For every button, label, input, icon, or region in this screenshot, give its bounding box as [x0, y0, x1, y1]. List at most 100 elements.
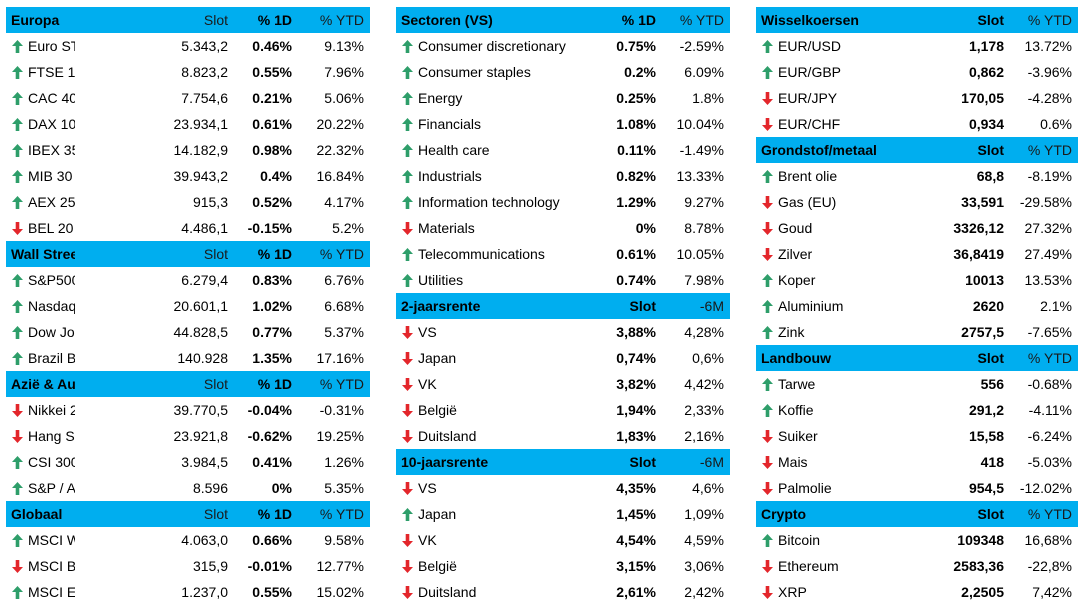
table-row: Zilver 36,8419 27.49%: [756, 241, 1078, 267]
row-label: België: [418, 558, 457, 574]
table-row: FTSE 100 8.823,2 0.55% 7.96%: [6, 59, 370, 85]
row-label: Health care: [418, 142, 490, 158]
value-change: -8.19%: [1027, 168, 1072, 184]
section-header: Crypto Slot % YTD: [756, 501, 1078, 527]
row-label: EUR/USD: [778, 38, 842, 54]
table-row: Gas (EU) 33,591 -29.58%: [756, 189, 1078, 215]
section-title: Crypto: [761, 506, 807, 522]
value-change: 17.16%: [316, 350, 364, 366]
arrow-down-icon: [6, 429, 28, 443]
arrow-up-icon: [396, 91, 418, 105]
value-main: 1.35%: [252, 350, 292, 366]
value-main: -0.01%: [247, 558, 292, 574]
arrow-down-icon: [756, 247, 778, 261]
arrow-up-icon: [396, 117, 418, 131]
column-header: Slot: [203, 12, 228, 28]
arrow-up-icon: [6, 455, 28, 469]
table-row: Suiker 15,58 -6.24%: [756, 423, 1078, 449]
row-label: Suiker: [778, 428, 818, 444]
value-main: 556: [980, 376, 1004, 392]
value-main: 2583,36: [953, 558, 1004, 574]
section-title: Landbouw: [761, 350, 831, 366]
row-label: België: [418, 402, 457, 418]
value-main: 0%: [635, 220, 656, 236]
value-slot: 915,3: [192, 194, 228, 210]
table-row: Goud 3326,12 27.32%: [756, 215, 1078, 241]
arrow-up-icon: [6, 533, 28, 547]
arrow-up-icon: [6, 65, 28, 79]
value-change: -7.65%: [1027, 324, 1072, 340]
value-change: -4.11%: [1028, 402, 1072, 418]
arrow-up-icon: [756, 533, 778, 547]
row-label: Koper: [778, 272, 816, 288]
value-change: 2,42%: [684, 584, 724, 600]
arrow-down-icon: [396, 481, 418, 495]
value-change: 1.8%: [692, 90, 724, 106]
column-header: Slot: [977, 506, 1004, 522]
table-row: CAC 40 7.754,6 0.21% 5.06%: [6, 85, 370, 111]
section-header: 10-jaarsrente Slot -6M: [396, 449, 730, 475]
table-row: Ethereum 2583,36 -22,8%: [756, 553, 1078, 579]
value-main: 15,58: [968, 428, 1004, 444]
table-row: Hang Seng 23.921,8 -0.62% 19.25%: [6, 423, 370, 449]
value-change: -12.02%: [1019, 480, 1072, 496]
table-row: S&P500 6.279,4 0.83% 6.76%: [6, 267, 370, 293]
arrow-down-icon: [756, 559, 778, 573]
value-change: 4,42%: [684, 376, 724, 392]
section-title: Europa: [11, 12, 60, 28]
value-main: 3,88%: [616, 324, 656, 340]
row-label: Ethereum: [778, 558, 839, 574]
value-change: 4.17%: [324, 194, 364, 210]
section-title: 2-jaarsrente: [401, 298, 481, 314]
column-header: -6M: [699, 454, 724, 470]
value-main: 2757,5: [961, 324, 1004, 340]
table-row: België 3,15% 3,06%: [396, 553, 730, 579]
value-main: 0,74%: [616, 350, 656, 366]
panel-sectors-rates: Sectoren (VS) % 1D % YTD Consumer discretio…: [396, 7, 730, 605]
value-main: 0.82%: [616, 168, 656, 184]
value-main: 0,862: [968, 64, 1004, 80]
arrow-down-icon: [396, 351, 418, 365]
row-label: CSI 300: [28, 454, 75, 470]
column-header: Slot: [977, 12, 1004, 28]
value-change: -5.03%: [1027, 454, 1072, 470]
value-change: 27.32%: [1024, 220, 1072, 236]
value-change: 8.78%: [684, 220, 724, 236]
arrow-up-icon: [6, 143, 28, 157]
value-change: -1.49%: [679, 142, 724, 158]
arrow-up-icon: [6, 169, 28, 183]
value-main: 0.55%: [252, 64, 292, 80]
column-header: % 1D: [257, 12, 292, 28]
panel-indices: Europa Slot % 1D % YTD Euro STOXX 50 5.343,2 0…: [6, 7, 370, 605]
section-header: Wall Street Slot % 1D % YTD: [6, 241, 370, 267]
column-header: % 1D: [257, 376, 292, 392]
value-change: 2.1%: [1040, 298, 1072, 314]
row-label: Aluminium: [778, 298, 844, 314]
section-globaal: Globaal Slot % 1D % YTD MSCI World 4.063,0 0.6…: [6, 501, 370, 605]
value-slot: 23.934,1: [173, 116, 229, 132]
value-change: 12.77%: [316, 558, 364, 574]
section-crypto: Crypto Slot % YTD Bitcoin 109348 16,68% Ethere…: [756, 501, 1078, 605]
table-row: EUR/USD 1,178 13.72%: [756, 33, 1078, 59]
value-main: 2620: [972, 298, 1004, 314]
value-main: 109348: [957, 532, 1004, 548]
table-row: Information technology 1.29% 9.27%: [396, 189, 730, 215]
row-label: Duitsland: [418, 584, 477, 600]
value-change: 20.22%: [316, 116, 364, 132]
value-main: 33,591: [961, 194, 1004, 210]
row-label: Goud: [778, 220, 813, 236]
value-change: 7.98%: [684, 272, 724, 288]
table-row: Dow Jones 44.828,5 0.77% 5.37%: [6, 319, 370, 345]
value-change: 9.58%: [324, 532, 364, 548]
row-label: XRP: [778, 584, 807, 600]
value-main: 1.02%: [252, 298, 292, 314]
value-change: -0.68%: [1027, 376, 1072, 392]
table-row: Japan 0,74% 0,6%: [396, 345, 730, 371]
row-label: Energy: [418, 90, 463, 106]
arrow-down-icon: [396, 429, 418, 443]
value-main: 0%: [271, 480, 292, 496]
table-row: Japan 1,45% 1,09%: [396, 501, 730, 527]
arrow-down-icon: [6, 559, 28, 573]
row-label: S&P / ASX 200: [28, 480, 75, 496]
value-main: 36,8419: [953, 246, 1004, 262]
